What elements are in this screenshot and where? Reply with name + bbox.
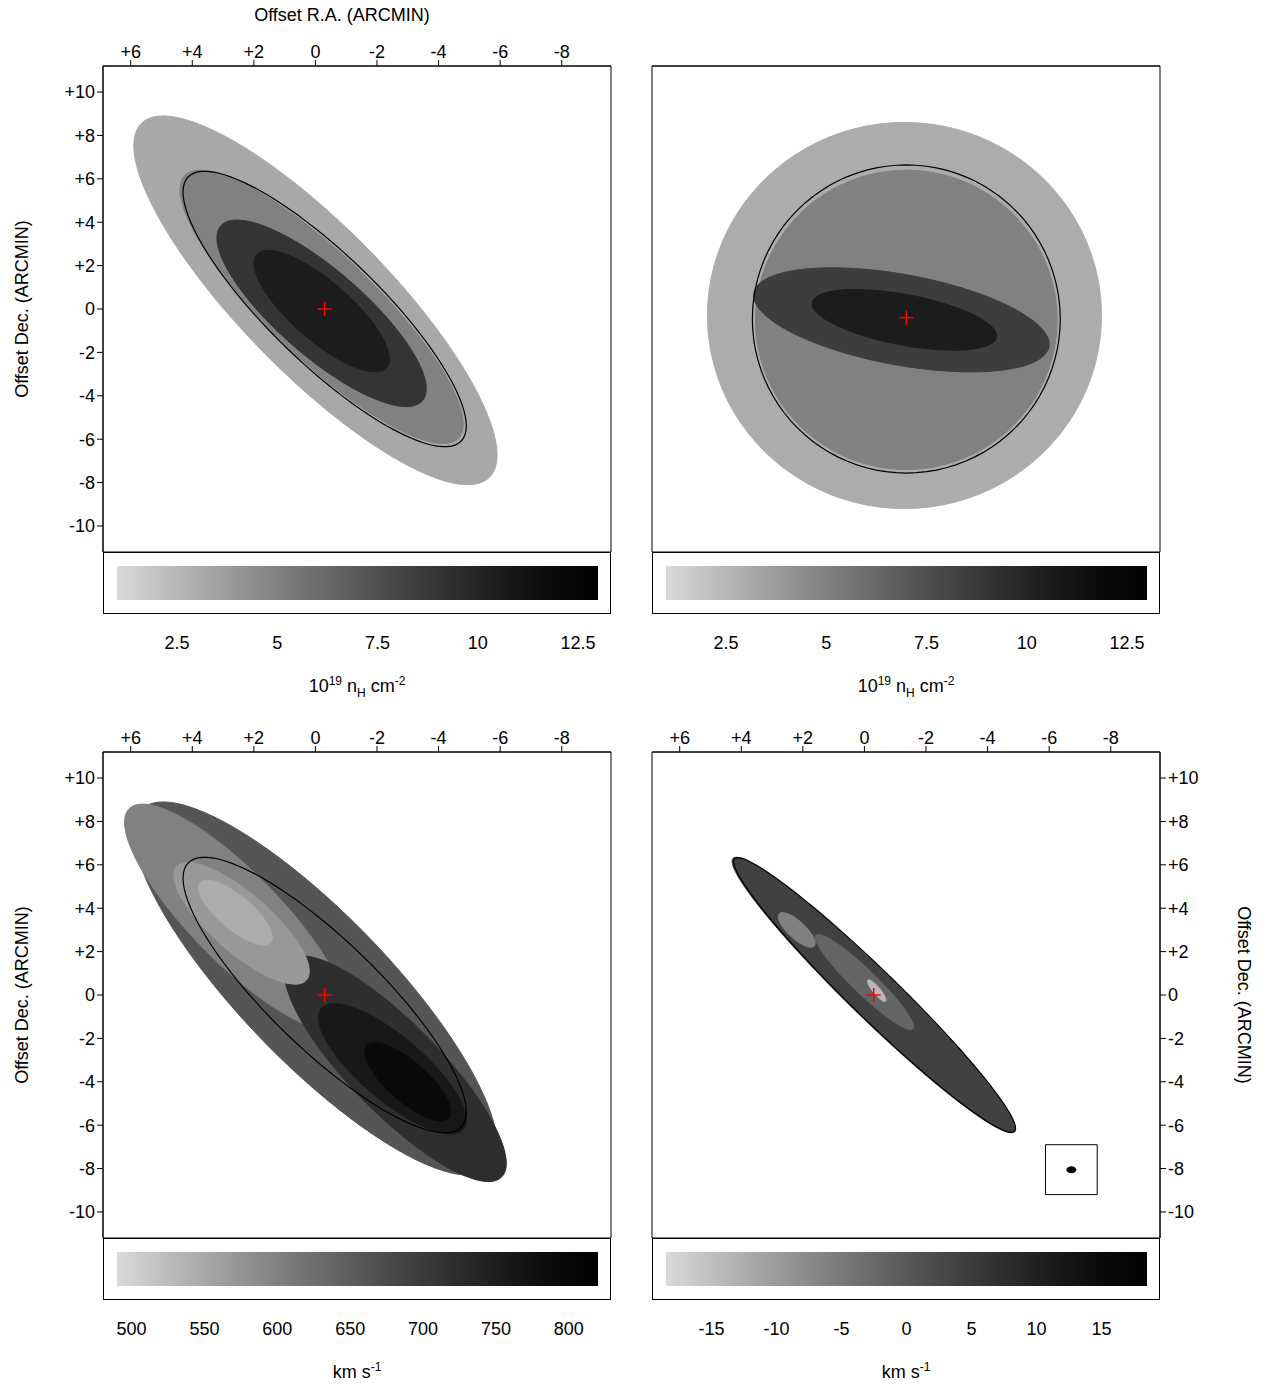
svg-text:-4: -4	[1168, 1072, 1184, 1092]
svg-text:500: 500	[117, 1319, 147, 1339]
svg-text:+6: +6	[120, 42, 141, 62]
svg-text:5: 5	[966, 1319, 976, 1339]
svg-text:-2: -2	[79, 1029, 95, 1049]
svg-text:-10: -10	[763, 1319, 789, 1339]
svg-text:5: 5	[272, 633, 282, 653]
svg-text:+6: +6	[1168, 855, 1189, 875]
svg-text:-8: -8	[79, 473, 95, 493]
svg-text:+10: +10	[64, 82, 95, 102]
svg-text:-8: -8	[1103, 728, 1119, 748]
svg-text:0: 0	[310, 728, 320, 748]
svg-text:-10: -10	[69, 1202, 95, 1222]
svg-text:-10: -10	[1168, 1202, 1194, 1222]
html-text:10: 10	[857, 676, 878, 696]
svg-text:-6: -6	[79, 1116, 95, 1136]
svg-text:-8: -8	[554, 42, 570, 62]
svg-text:-2: -2	[369, 42, 385, 62]
svg-text:0: 0	[85, 985, 95, 1005]
svg-text:+8: +8	[74, 812, 95, 832]
html-text:Offset Dec. (ARCMIN): Offset Dec. (ARCMIN)	[11, 906, 32, 1084]
svg-text:+2: +2	[74, 256, 95, 276]
svg-text:+4: +4	[182, 42, 203, 62]
svg-text:550: 550	[189, 1319, 219, 1339]
svg-text:-8: -8	[79, 1159, 95, 1179]
svg-text:-4: -4	[431, 728, 447, 748]
svg-text:-2: -2	[918, 728, 934, 748]
svg-text:12.5: 12.5	[1109, 633, 1144, 653]
svg-text:+4: +4	[74, 213, 95, 233]
html-text:Offset Dec. (ARCMIN): Offset Dec. (ARCMIN)	[1233, 906, 1254, 1084]
svg-text:-8: -8	[554, 728, 570, 748]
svg-text:7.5: 7.5	[365, 633, 390, 653]
svg-text:10: 10	[1026, 1319, 1046, 1339]
svg-text:-6: -6	[492, 728, 508, 748]
svg-text:-4: -4	[79, 386, 95, 406]
svg-text:7.5: 7.5	[914, 633, 939, 653]
svg-text:-2: -2	[369, 728, 385, 748]
svg-text:-6: -6	[492, 42, 508, 62]
svg-text:-6: -6	[1168, 1116, 1184, 1136]
svg-text:-2: -2	[79, 343, 95, 363]
svg-text:+6: +6	[74, 169, 95, 189]
svg-text:5: 5	[821, 633, 831, 653]
svg-text:0: 0	[1168, 985, 1178, 1005]
html-text:km s-1: km s-1	[332, 1360, 382, 1382]
svg-text:-5: -5	[833, 1319, 849, 1339]
svg-text:+8: +8	[74, 126, 95, 146]
svg-text:12.5: 12.5	[560, 633, 595, 653]
svg-text:10: 10	[468, 633, 488, 653]
svg-text:750: 750	[481, 1319, 511, 1339]
svg-text:+2: +2	[793, 728, 814, 748]
html-text:10: 10	[308, 676, 329, 696]
svg-text:0: 0	[859, 728, 869, 748]
svg-text:-4: -4	[79, 1072, 95, 1092]
svg-text:+2: +2	[74, 942, 95, 962]
svg-text:+6: +6	[669, 728, 690, 748]
svg-text:+4: +4	[1168, 899, 1189, 919]
svg-text:650: 650	[335, 1319, 365, 1339]
svg-text:-2: -2	[1168, 1029, 1184, 1049]
html-text:km s-1: km s-1	[881, 1360, 931, 1382]
svg-text:+10: +10	[1168, 768, 1199, 788]
svg-text:0: 0	[310, 42, 320, 62]
svg-text:+6: +6	[120, 728, 141, 748]
html-text:19nHcm-2: 19nHcm-2	[328, 674, 406, 700]
svg-text:0: 0	[85, 299, 95, 319]
svg-text:-4: -4	[431, 42, 447, 62]
svg-text:-10: -10	[69, 516, 95, 536]
svg-text:600: 600	[262, 1319, 292, 1339]
svg-text:700: 700	[408, 1319, 438, 1339]
html-text:Offset R.A. (ARCMIN): Offset R.A. (ARCMIN)	[254, 4, 430, 25]
svg-text:+6: +6	[74, 855, 95, 875]
svg-text:-6: -6	[79, 430, 95, 450]
svg-text:+4: +4	[74, 899, 95, 919]
svg-text:0: 0	[901, 1319, 911, 1339]
svg-text:+4: +4	[182, 728, 203, 748]
svg-text:-8: -8	[1168, 1159, 1184, 1179]
svg-text:+8: +8	[1168, 812, 1189, 832]
svg-text:-4: -4	[980, 728, 996, 748]
svg-text:2.5: 2.5	[165, 633, 190, 653]
svg-text:-15: -15	[698, 1319, 724, 1339]
svg-text:+10: +10	[64, 768, 95, 788]
svg-text:10: 10	[1017, 633, 1037, 653]
svg-text:-6: -6	[1041, 728, 1057, 748]
svg-text:+4: +4	[731, 728, 752, 748]
svg-text:2.5: 2.5	[714, 633, 739, 653]
svg-text:+2: +2	[244, 42, 265, 62]
svg-text:800: 800	[554, 1319, 584, 1339]
html-text:19nHcm-2: 19nHcm-2	[877, 674, 955, 700]
html-text:Offset Dec. (ARCMIN): Offset Dec. (ARCMIN)	[11, 220, 32, 398]
svg-text:15: 15	[1091, 1319, 1111, 1339]
svg-text:+2: +2	[1168, 942, 1189, 962]
svg-text:+2: +2	[244, 728, 265, 748]
